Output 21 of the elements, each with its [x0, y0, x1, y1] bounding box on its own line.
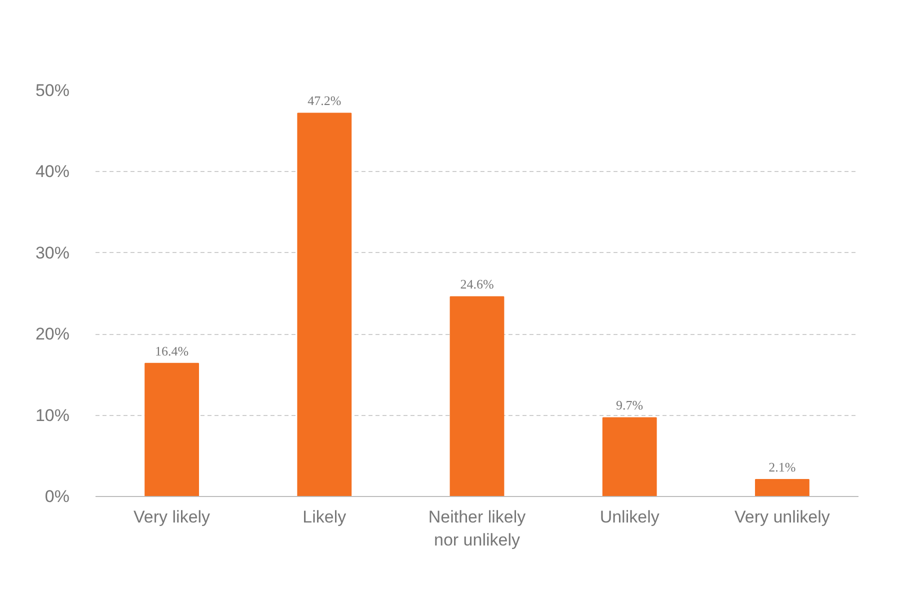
x-tick-label: Neither likely nor unlikely: [428, 508, 526, 550]
y-tick-label: 50%: [35, 81, 70, 100]
data-label: 2.1%: [768, 459, 796, 474]
bar: [602, 417, 657, 496]
bar: [450, 296, 504, 496]
y-tick-label: 10%: [35, 406, 70, 425]
data-label: 24.6%: [460, 276, 494, 292]
y-tick-label: 0%: [44, 487, 70, 506]
data-label: 9.7%: [616, 398, 644, 413]
y-tick-label: 40%: [35, 162, 70, 182]
bar: [754, 478, 810, 496]
y-tick-label: 20%: [35, 324, 70, 344]
y-tick-label: 30%: [35, 243, 70, 262]
x-tick-label: Very unlikely: [734, 508, 830, 526]
x-tick-label: Unlikely: [600, 508, 660, 526]
x-tick-label: Very likely: [134, 508, 211, 526]
bar: [297, 112, 352, 496]
x-tick-label: Likely: [302, 508, 347, 526]
data-label: 16.4%: [155, 343, 189, 358]
bar: [144, 362, 200, 496]
data-label: 47.2%: [308, 93, 342, 108]
